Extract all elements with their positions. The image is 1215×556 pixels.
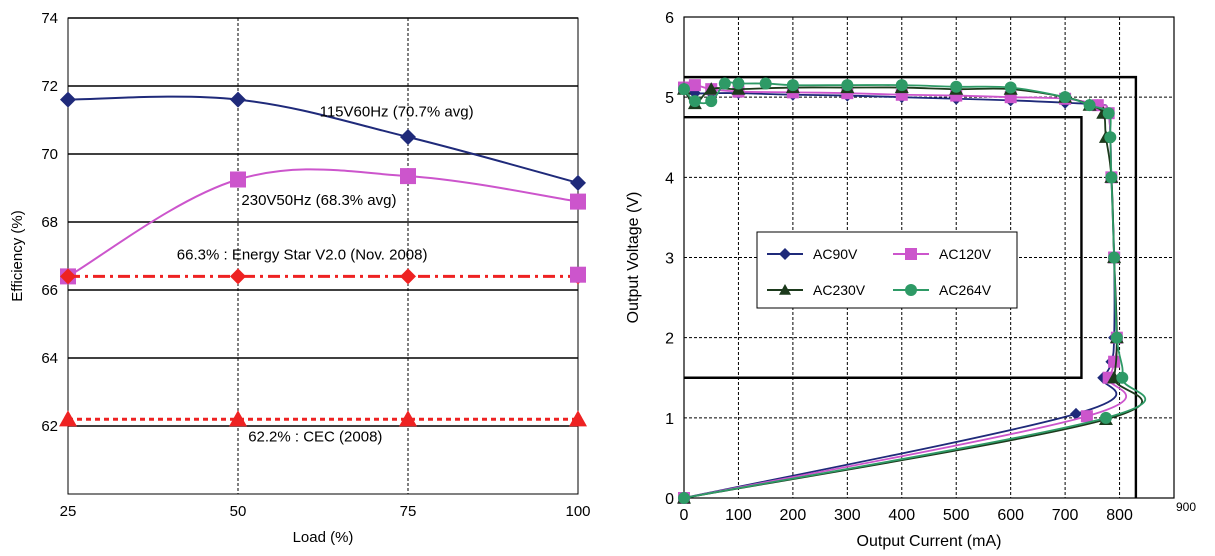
x-tick-label: 25 — [60, 503, 77, 520]
data-point — [895, 79, 908, 92]
series-annotation: 62.2% : CEC (2008) — [248, 428, 382, 445]
data-point — [229, 410, 247, 427]
data-point — [704, 82, 719, 95]
data-point — [1083, 99, 1096, 112]
legend-label: AC230V — [813, 282, 866, 298]
x-tick-label: 75 — [400, 503, 417, 520]
legend-marker — [905, 284, 917, 296]
data-point — [1099, 411, 1112, 424]
data-point — [1105, 171, 1118, 184]
x-tick-label: 600 — [997, 507, 1024, 524]
y-tick-label: 4 — [665, 170, 674, 187]
y-axis-label: Output Voltage (V) — [625, 192, 642, 324]
legend-marker — [779, 284, 791, 295]
x-tick-label: 300 — [834, 507, 861, 524]
data-point — [718, 77, 731, 90]
y-tick-label: 2 — [665, 331, 674, 348]
efficiency-chart: 62 64 66 68 70 72 74 25 50 75 100 Load (%) Efficienc… — [9, 10, 591, 546]
y-axis-label: Efficiency (%) — [9, 210, 26, 301]
data-point — [400, 129, 416, 145]
data-point — [1070, 407, 1082, 420]
y-tick-label: 72 — [41, 78, 58, 95]
data-point — [1004, 81, 1017, 94]
limit-box-inner — [684, 116, 1083, 379]
data-point — [1102, 107, 1115, 120]
data-point — [1104, 131, 1117, 144]
data-point — [688, 79, 701, 92]
series-line — [67, 95, 579, 184]
data-point — [678, 83, 690, 96]
data-point — [732, 77, 745, 90]
data-point — [570, 266, 586, 283]
series-annotation: 115V60Hz (70.7% avg) — [320, 104, 474, 121]
data-point — [1059, 91, 1072, 104]
x-tick-label: 100 — [565, 503, 590, 520]
x-tick-label: 800 — [1106, 507, 1133, 524]
data-point — [1116, 371, 1129, 384]
x-tick-label: 500 — [943, 507, 970, 524]
legend-label: AC120V — [939, 246, 992, 262]
y-tick-label: 74 — [41, 10, 58, 27]
y-tick-label: 70 — [41, 146, 58, 163]
x-tick-label: 900 — [1176, 500, 1196, 514]
data-point — [399, 410, 417, 427]
legend-marker — [779, 248, 791, 260]
data-point — [570, 174, 586, 191]
x-tick-label: 100 — [725, 507, 752, 524]
series-line — [67, 168, 579, 278]
data-point — [950, 80, 963, 93]
data-point — [60, 268, 76, 285]
legend-label: AC264V — [939, 282, 992, 298]
data-point — [705, 95, 718, 108]
legend-box — [756, 231, 1018, 309]
output-vi-chart: 0 1 2 3 4 5 6 0 100 200 300 400 500 600 700 800 900 Outpu… — [625, 10, 1196, 550]
y-tick-label: 3 — [665, 251, 674, 268]
x-axis-label: Output Current (mA) — [857, 533, 1002, 550]
data-point — [841, 79, 854, 92]
data-point — [400, 168, 416, 185]
data-point — [230, 171, 246, 188]
y-tick-label: 0 — [665, 491, 674, 508]
y-tick-label: 68 — [41, 214, 58, 231]
data-point — [569, 410, 587, 427]
data-point — [1108, 251, 1121, 264]
x-tick-label: 50 — [230, 503, 247, 520]
data-point — [1080, 410, 1093, 423]
data-point — [786, 79, 799, 92]
data-point — [688, 95, 701, 108]
data-point — [1110, 331, 1123, 344]
data-point — [678, 492, 690, 504]
data-point — [570, 193, 586, 210]
y-tick-label: 62 — [41, 418, 58, 435]
x-tick-label: 200 — [780, 507, 807, 524]
legend-marker — [905, 248, 917, 260]
data-point — [59, 410, 77, 427]
series-annotation: 230V50Hz (68.3% avg) — [241, 192, 396, 209]
data-point — [60, 91, 76, 108]
y-tick-label: 1 — [665, 411, 674, 428]
x-tick-label: 400 — [888, 507, 915, 524]
data-point — [400, 268, 416, 285]
x-tick-label: 0 — [680, 507, 689, 524]
data-point — [1108, 355, 1121, 368]
data-point — [230, 268, 246, 285]
y-tick-label: 6 — [665, 10, 674, 27]
y-tick-label: 64 — [41, 350, 58, 367]
series-annotation: 66.3% : Energy Star V2.0 (Nov. 2008) — [177, 246, 428, 263]
x-axis-label: Load (%) — [293, 529, 354, 546]
y-tick-label: 66 — [41, 282, 58, 299]
data-point — [230, 91, 246, 108]
x-tick-label: 700 — [1052, 507, 1079, 524]
data-point — [759, 77, 772, 90]
y-tick-label: 5 — [665, 90, 674, 107]
limit-box-outer — [684, 75, 1138, 498]
legend-label: AC90V — [813, 246, 858, 262]
